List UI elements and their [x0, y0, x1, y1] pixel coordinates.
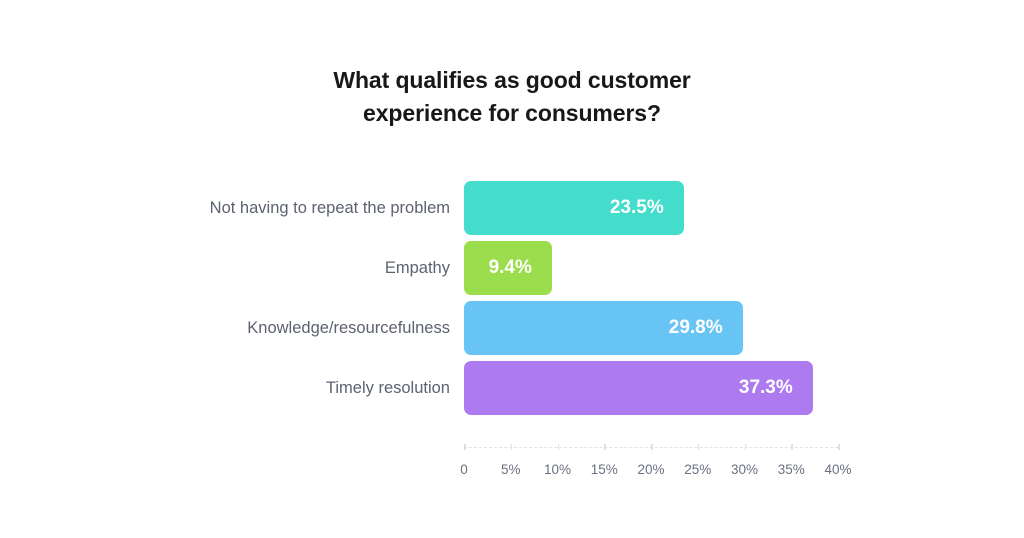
x-axis-tick [697, 444, 700, 450]
bar[interactable] [464, 301, 743, 355]
bar-value-label: 29.8% [668, 317, 723, 338]
category-label: Empathy [384, 259, 450, 277]
x-axis-tick-label: 40% [824, 462, 852, 477]
bar-value-label: 9.4% [488, 257, 532, 278]
x-axis-tick-label: 0 [460, 462, 468, 477]
bar-row: Not having to repeat the problem 23.5% [210, 181, 838, 235]
x-axis-tick [651, 444, 653, 450]
x-axis-tick [510, 444, 513, 450]
bar[interactable] [464, 181, 684, 235]
x-axis-tick-label: 10% [543, 462, 572, 477]
bar-row: Knowledge/resourcefulness 29.8% [247, 301, 838, 355]
bar[interactable] [464, 361, 813, 415]
bar[interactable] [464, 241, 552, 295]
x-axis-tick [744, 444, 746, 450]
bar-row: Timely resolution 37.3% [326, 361, 838, 415]
x-axis-tick-label: 20% [637, 462, 665, 477]
category-label: Not having to repeat the problem [209, 199, 450, 217]
bar-value-label: 23.5% [609, 197, 664, 218]
bar-row: Empathy 9.4% [385, 241, 838, 295]
category-label: Knowledge/resourcefulness [247, 319, 450, 337]
bar-value-label: 37.3% [738, 377, 793, 398]
x-axis-tick-label: 35% [777, 462, 805, 477]
x-axis-tick-label: 5% [500, 462, 521, 477]
x-axis-tick-label: 25% [684, 462, 712, 477]
x-axis-tick [604, 444, 606, 450]
x-axis-tick [838, 444, 840, 450]
category-label: Timely resolution [325, 379, 450, 397]
x-axis-tick [557, 444, 559, 450]
chart-title: What qualifies as good customer experien… [333, 67, 691, 126]
x-axis: 0 5% 10% 15% 20% 25% 30% 35% 40% [460, 444, 852, 477]
x-axis-tick-label: 30% [730, 462, 759, 477]
x-axis-tick [791, 444, 793, 450]
x-axis-tick-label: 15% [590, 462, 618, 477]
x-axis-tick [464, 444, 466, 450]
bar-chart-plot-area: Not having to repeat the problem 23.5% Emp… [210, 181, 838, 416]
